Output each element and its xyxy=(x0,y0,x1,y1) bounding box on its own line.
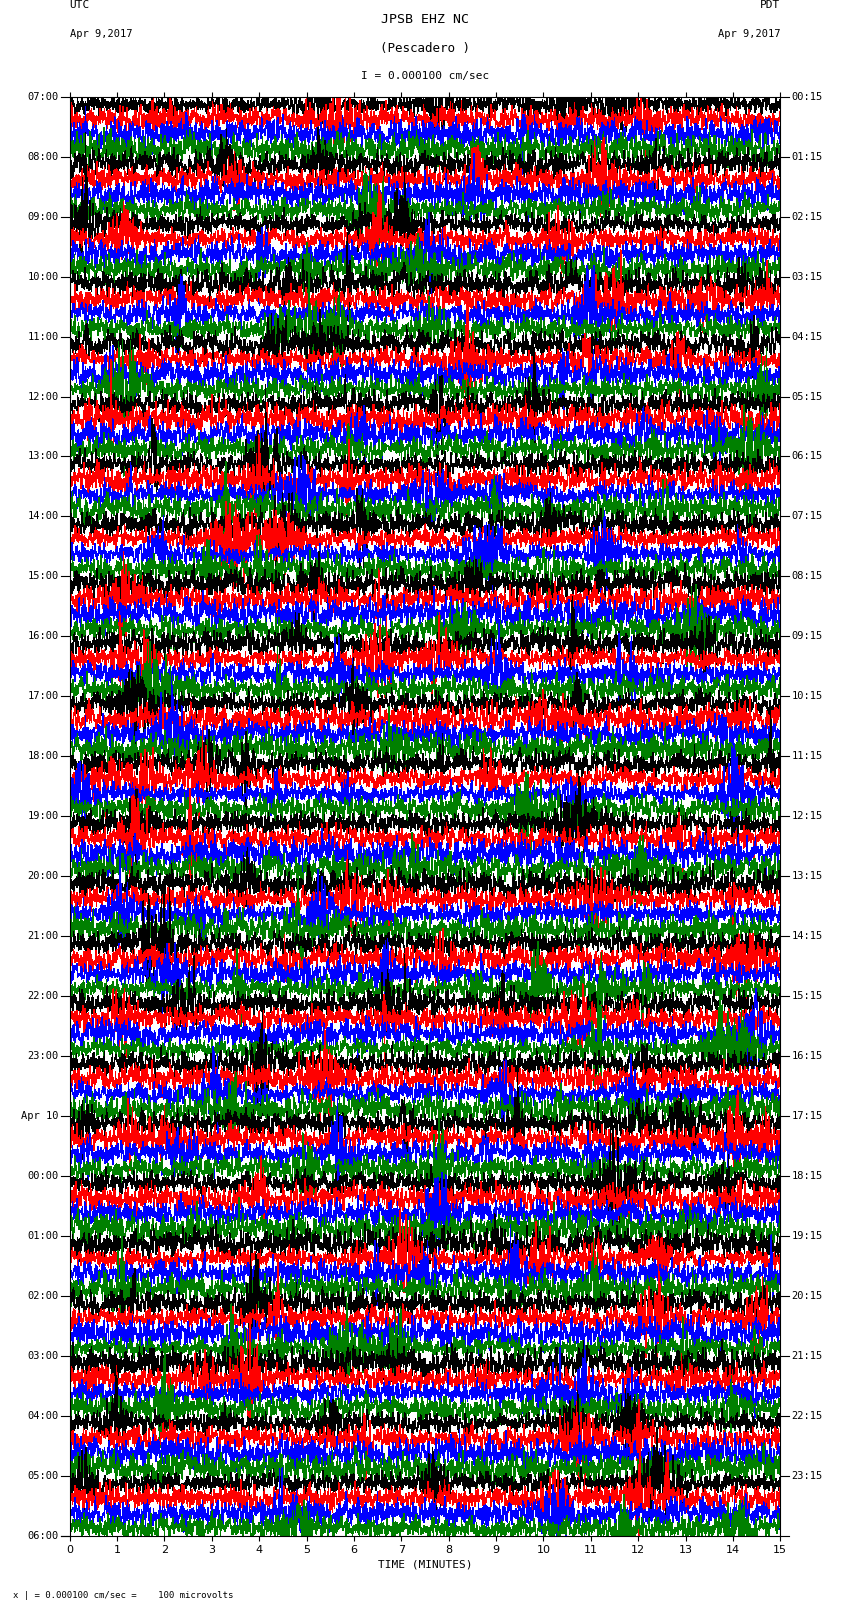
Text: I = 0.000100 cm/sec: I = 0.000100 cm/sec xyxy=(361,71,489,81)
Text: 20:00: 20:00 xyxy=(27,871,59,881)
Text: 12:15: 12:15 xyxy=(791,811,823,821)
Text: 14:15: 14:15 xyxy=(791,931,823,940)
Text: 21:00: 21:00 xyxy=(27,931,59,940)
Text: 10:00: 10:00 xyxy=(27,271,59,282)
Text: 22:15: 22:15 xyxy=(791,1411,823,1421)
Text: 18:15: 18:15 xyxy=(791,1171,823,1181)
Text: 12:00: 12:00 xyxy=(27,392,59,402)
Text: 02:15: 02:15 xyxy=(791,211,823,221)
Text: UTC: UTC xyxy=(70,0,90,10)
Text: JPSB EHZ NC: JPSB EHZ NC xyxy=(381,13,469,26)
Text: 17:00: 17:00 xyxy=(27,692,59,702)
Text: 07:00: 07:00 xyxy=(27,92,59,102)
X-axis label: TIME (MINUTES): TIME (MINUTES) xyxy=(377,1560,473,1569)
Text: 04:15: 04:15 xyxy=(791,332,823,342)
Text: 05:00: 05:00 xyxy=(27,1471,59,1481)
Text: 21:15: 21:15 xyxy=(791,1350,823,1361)
Text: 23:00: 23:00 xyxy=(27,1052,59,1061)
Text: 09:15: 09:15 xyxy=(791,631,823,642)
Text: 09:00: 09:00 xyxy=(27,211,59,221)
Text: 06:15: 06:15 xyxy=(791,452,823,461)
Text: 07:15: 07:15 xyxy=(791,511,823,521)
Text: 08:00: 08:00 xyxy=(27,152,59,161)
Text: 20:15: 20:15 xyxy=(791,1290,823,1300)
Text: 18:00: 18:00 xyxy=(27,752,59,761)
Text: 22:00: 22:00 xyxy=(27,990,59,1002)
Text: 04:00: 04:00 xyxy=(27,1411,59,1421)
Text: 00:15: 00:15 xyxy=(791,92,823,102)
Text: 19:15: 19:15 xyxy=(791,1231,823,1240)
Text: 02:00: 02:00 xyxy=(27,1290,59,1300)
Text: 13:15: 13:15 xyxy=(791,871,823,881)
Text: 19:00: 19:00 xyxy=(27,811,59,821)
Text: Apr 9,2017: Apr 9,2017 xyxy=(70,29,133,39)
Text: 16:00: 16:00 xyxy=(27,631,59,642)
Text: 01:00: 01:00 xyxy=(27,1231,59,1240)
Text: (Pescadero ): (Pescadero ) xyxy=(380,42,470,55)
Text: 23:15: 23:15 xyxy=(791,1471,823,1481)
Text: 00:00: 00:00 xyxy=(27,1171,59,1181)
Text: 13:00: 13:00 xyxy=(27,452,59,461)
Text: 15:00: 15:00 xyxy=(27,571,59,581)
Text: 08:15: 08:15 xyxy=(791,571,823,581)
Text: 11:00: 11:00 xyxy=(27,332,59,342)
Text: Apr 10: Apr 10 xyxy=(21,1111,59,1121)
Text: 15:15: 15:15 xyxy=(791,990,823,1002)
Text: 14:00: 14:00 xyxy=(27,511,59,521)
Text: 03:00: 03:00 xyxy=(27,1350,59,1361)
Text: 10:15: 10:15 xyxy=(791,692,823,702)
Text: 11:15: 11:15 xyxy=(791,752,823,761)
Text: PDT: PDT xyxy=(760,0,780,10)
Text: Apr 9,2017: Apr 9,2017 xyxy=(717,29,780,39)
Text: 01:15: 01:15 xyxy=(791,152,823,161)
Text: 16:15: 16:15 xyxy=(791,1052,823,1061)
Text: x | = 0.000100 cm/sec =    100 microvolts: x | = 0.000100 cm/sec = 100 microvolts xyxy=(13,1590,233,1600)
Text: 05:15: 05:15 xyxy=(791,392,823,402)
Text: 06:00: 06:00 xyxy=(27,1531,59,1540)
Text: 03:15: 03:15 xyxy=(791,271,823,282)
Text: 17:15: 17:15 xyxy=(791,1111,823,1121)
